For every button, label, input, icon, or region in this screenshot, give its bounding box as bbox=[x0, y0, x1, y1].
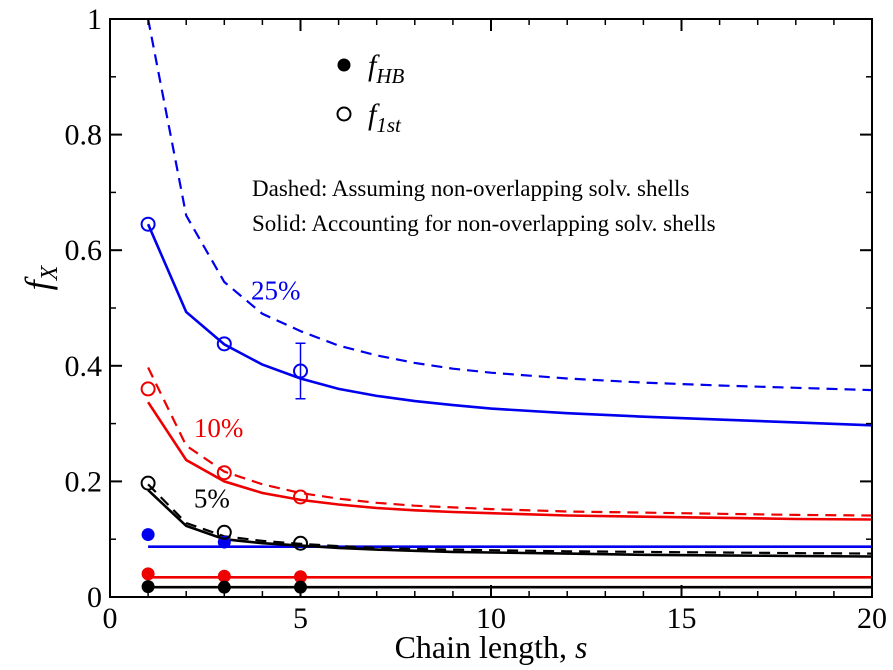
y-axis-label: fX bbox=[18, 264, 63, 290]
y-tick-label: 0 bbox=[87, 581, 102, 614]
series-label-black-5: 5% bbox=[194, 483, 230, 513]
legend-marker-f1st bbox=[336, 106, 352, 122]
f1st-point-black-5 bbox=[216, 524, 232, 540]
note-dashed: Dashed: Assuming non-overlapping solv. s… bbox=[252, 176, 689, 201]
legend-label-fhb: fHB bbox=[368, 49, 405, 88]
series-labels: 25% 10% 5% bbox=[194, 275, 301, 513]
f1st-point-red-10 bbox=[140, 381, 156, 397]
legend-label-f1st: f1st bbox=[368, 98, 402, 137]
legend-marker-fhb bbox=[337, 58, 351, 72]
fhb-point-black-5 bbox=[217, 580, 231, 594]
f1st-point-blue-25 bbox=[140, 216, 156, 232]
dashed-line-red-10 bbox=[147, 367, 873, 517]
fhb-point-red-10 bbox=[294, 570, 307, 584]
x-tick-label: 10 bbox=[476, 602, 506, 635]
plot-lines bbox=[146, 18, 873, 589]
y-tick-label: 0.6 bbox=[65, 234, 103, 267]
f1st-point-red-10 bbox=[293, 489, 308, 505]
axis-ticks: 0 5 10 15 20 0 0.2 0.4 0.6 0.8 1 bbox=[65, 3, 888, 635]
x-axis-label: Chain length, s bbox=[395, 629, 588, 665]
y-tick-label: 0.8 bbox=[65, 119, 103, 152]
solid-line-blue-25 bbox=[146, 223, 873, 427]
series-label-blue-25: 25% bbox=[251, 275, 301, 305]
y-tick-label: 0.4 bbox=[65, 350, 103, 383]
y-tick-label: 1 bbox=[87, 3, 102, 36]
fhb-point-red-10 bbox=[141, 567, 155, 581]
dashed-line-black-5 bbox=[147, 483, 873, 555]
solid-line-red-10 bbox=[147, 401, 873, 521]
f1st-point-blue-25 bbox=[216, 336, 232, 352]
solid-line-black-5 bbox=[147, 489, 873, 558]
fhb-point-black-5 bbox=[141, 580, 155, 594]
x-tick-label: 15 bbox=[667, 602, 697, 635]
note-solid: Solid: Accounting for non-overlapping so… bbox=[252, 211, 716, 236]
fhb-point-blue-25 bbox=[141, 528, 155, 542]
fhb-point-red-10 bbox=[217, 569, 231, 583]
x-tick-label: 5 bbox=[293, 602, 308, 635]
x-tick-label: 0 bbox=[103, 602, 118, 635]
x-tick-label: 20 bbox=[857, 602, 887, 635]
f1st-point-black-5 bbox=[293, 535, 308, 551]
series-label-red-10: 10% bbox=[194, 413, 244, 443]
f1st-point-blue-25 bbox=[293, 363, 308, 379]
f1st-point-black-5 bbox=[140, 475, 156, 491]
f1st-point-red-10 bbox=[216, 465, 232, 481]
legend: fHB f1st bbox=[336, 49, 405, 137]
dashed-line-blue-25 bbox=[147, 18, 873, 392]
y-tick-label: 0.2 bbox=[65, 465, 103, 498]
